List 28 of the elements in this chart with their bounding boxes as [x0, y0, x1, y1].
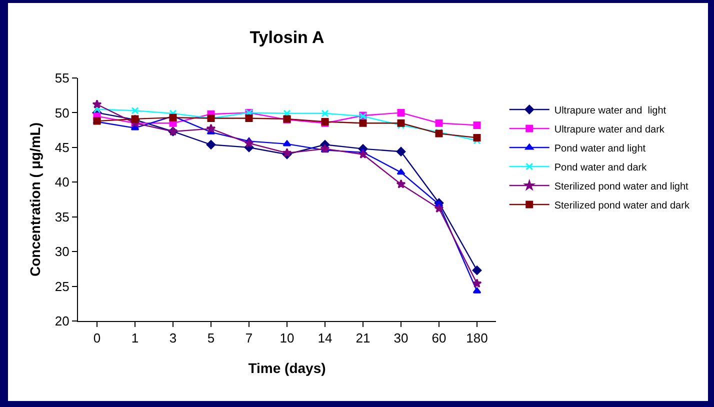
y-tick-label: 50 — [54, 105, 70, 120]
x-tick-label: 21 — [356, 330, 370, 346]
legend-label: Ultrapure water and light — [554, 105, 666, 116]
legend-label: Pond water and light — [554, 143, 646, 154]
y-axis-title: Concentration ( μg/mL) — [27, 122, 43, 276]
x-tick-label: 60 — [432, 330, 446, 346]
y-tick-label: 30 — [54, 244, 70, 260]
legend-label: Pond water and dark — [554, 162, 648, 174]
y-tick-label: 25 — [54, 278, 70, 294]
x-tick-label: 10 — [280, 330, 294, 346]
x-tick-label: 1 — [131, 330, 139, 346]
legend-label: Ultrapure water and dark — [554, 124, 666, 136]
legend-label: Sterilized pond water and dark — [554, 200, 690, 212]
x-tick-label: 14 — [318, 330, 332, 346]
y-tick-label: 20 — [54, 314, 70, 329]
x-axis-title: Time (days) — [248, 360, 326, 376]
y-tick-label: 55 — [54, 70, 70, 86]
x-tick-label: 180 — [466, 330, 488, 346]
y-tick-label: 35 — [54, 209, 70, 224]
legend-label: Sterilized pond water and light — [554, 181, 689, 192]
x-tick-label: 5 — [207, 330, 215, 346]
x-tick-label: 3 — [169, 330, 177, 346]
x-tick-label: 7 — [245, 330, 253, 346]
x-tick-label: 30 — [394, 330, 408, 346]
y-tick-label: 40 — [54, 174, 70, 190]
x-tick-label: 0 — [93, 330, 101, 346]
y-tick-label: 45 — [54, 140, 70, 155]
chart-title: Tylosin A — [250, 28, 324, 47]
